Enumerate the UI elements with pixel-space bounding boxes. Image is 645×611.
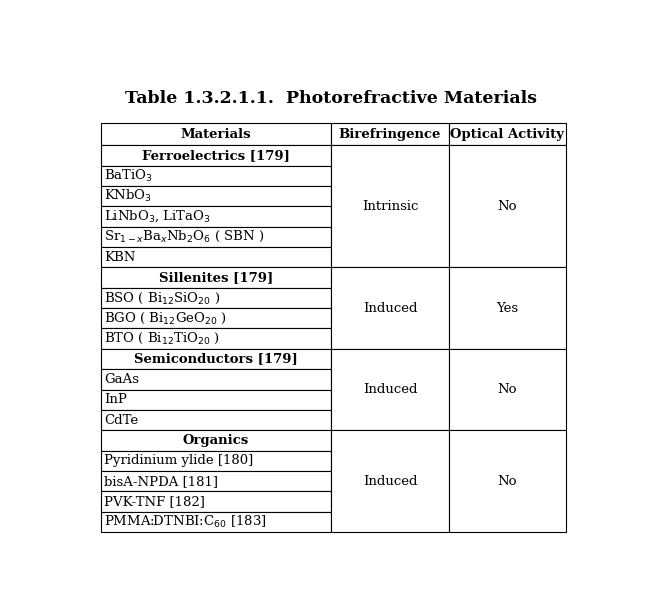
Text: GaAs: GaAs: [104, 373, 139, 386]
Text: PVK-TNF [182]: PVK-TNF [182]: [104, 495, 205, 508]
Text: bisA-NPDA [181]: bisA-NPDA [181]: [104, 475, 218, 488]
Bar: [101, 227, 331, 247]
Text: Sillenites [179]: Sillenites [179]: [159, 271, 273, 284]
Text: Organics: Organics: [183, 434, 249, 447]
Text: Induced: Induced: [362, 302, 417, 315]
Text: BaTiO$_3$: BaTiO$_3$: [104, 168, 153, 184]
Bar: [101, 166, 331, 186]
Bar: [331, 430, 450, 532]
Bar: [101, 450, 331, 471]
Bar: [450, 430, 566, 532]
Bar: [101, 349, 331, 369]
Bar: [331, 268, 450, 349]
Text: Induced: Induced: [362, 383, 417, 396]
Bar: [101, 390, 331, 410]
Text: No: No: [498, 200, 517, 213]
Text: Pyridinium ylide [180]: Pyridinium ylide [180]: [104, 455, 253, 467]
Text: Optical Activity: Optical Activity: [450, 128, 564, 141]
Text: Sr$_{1-x}$Ba$_x$Nb$_2$O$_6$ ( SBN ): Sr$_{1-x}$Ba$_x$Nb$_2$O$_6$ ( SBN ): [104, 229, 264, 244]
Bar: [450, 145, 566, 268]
Text: Ferroelectrics [179]: Ferroelectrics [179]: [142, 149, 290, 162]
Text: Table 1.3.2.1.1.  Photorefractive Materials: Table 1.3.2.1.1. Photorefractive Materia…: [124, 90, 537, 107]
Text: BSO ( Bi$_{12}$SiO$_{20}$ ): BSO ( Bi$_{12}$SiO$_{20}$ ): [104, 290, 221, 306]
Bar: [101, 268, 331, 288]
Bar: [101, 410, 331, 430]
Bar: [331, 123, 450, 145]
Text: LiNbO$_3$, LiTaO$_3$: LiNbO$_3$, LiTaO$_3$: [104, 209, 211, 224]
Bar: [101, 145, 331, 166]
Bar: [101, 288, 331, 308]
Bar: [101, 329, 331, 349]
Text: Semiconductors [179]: Semiconductors [179]: [134, 353, 297, 365]
Bar: [101, 123, 331, 145]
Bar: [331, 349, 450, 430]
Bar: [101, 308, 331, 329]
Bar: [101, 430, 331, 450]
Bar: [101, 186, 331, 207]
Bar: [101, 369, 331, 390]
Text: Intrinsic: Intrinsic: [362, 200, 418, 213]
Text: InP: InP: [104, 393, 127, 406]
Bar: [101, 491, 331, 511]
Text: BTO ( Bi$_{12}$TiO$_{20}$ ): BTO ( Bi$_{12}$TiO$_{20}$ ): [104, 331, 220, 346]
Text: PMMA:DTNBI:C$_{60}$ [183]: PMMA:DTNBI:C$_{60}$ [183]: [104, 514, 266, 530]
Text: No: No: [498, 475, 517, 488]
Bar: [101, 471, 331, 491]
Bar: [331, 145, 450, 268]
Text: KBN: KBN: [104, 251, 135, 264]
Text: CdTe: CdTe: [104, 414, 138, 426]
Bar: [450, 268, 566, 349]
Text: Yes: Yes: [497, 302, 519, 315]
Bar: [101, 207, 331, 227]
Text: KNbO$_3$: KNbO$_3$: [104, 188, 152, 204]
Bar: [101, 247, 331, 268]
Bar: [101, 511, 331, 532]
Bar: [450, 349, 566, 430]
Text: No: No: [498, 383, 517, 396]
Text: Birefringence: Birefringence: [339, 128, 441, 141]
Text: BGO ( Bi$_{12}$GeO$_{20}$ ): BGO ( Bi$_{12}$GeO$_{20}$ ): [104, 311, 227, 326]
Text: Materials: Materials: [181, 128, 251, 141]
Bar: [450, 123, 566, 145]
Text: Induced: Induced: [362, 475, 417, 488]
